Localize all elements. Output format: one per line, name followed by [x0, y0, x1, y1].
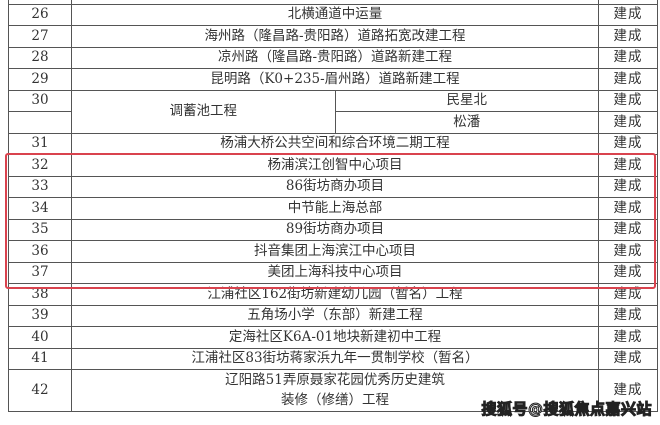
status: 建成 — [598, 89, 658, 112]
status: 建成 — [598, 283, 658, 306]
group-name: 调蓄池工程 — [71, 89, 336, 134]
project-name: 江浦社区83街坊蒋家浜九年一贯制学校（暂名） — [71, 347, 599, 370]
project-name: 松潘 — [334, 111, 599, 134]
row-number: 36 — [8, 240, 72, 263]
row-number: 41 — [8, 347, 72, 370]
row-number: 38 — [8, 283, 72, 306]
table-row: 42 辽阳路51弄原聂家花园优秀历史建筑 建成 — [8, 369, 658, 412]
table-row: 37 美团上海科技中心项目 建成 — [8, 261, 658, 284]
table-row: 40 定海社区K6A-01地块新建初中工程 建成 — [8, 326, 658, 349]
status: 建成 — [598, 369, 658, 412]
row-number: 40 — [8, 326, 72, 349]
table-row: 26 北横通道中运量 建成 — [8, 3, 658, 26]
status: 建成 — [598, 326, 658, 349]
row-number: 37 — [8, 261, 72, 284]
status: 建成 — [598, 68, 658, 91]
project-name: 杨浦滨江创智中心项目 — [71, 154, 599, 177]
row-number: 27 — [8, 25, 72, 48]
status: 建成 — [598, 175, 658, 198]
table-row: 29 昆明路（K0+235-眉州路）道路新建工程 建成 — [8, 68, 658, 91]
table-row: 41 江浦社区83街坊蒋家浜九年一贯制学校（暂名） 建成 — [8, 347, 658, 370]
status: 建成 — [598, 218, 658, 241]
row-number: 28 — [8, 46, 72, 69]
project-name: 89街坊商办项目 — [71, 218, 599, 241]
status: 建成 — [598, 46, 658, 69]
project-name: 昆明路（K0+235-眉州路）道路新建工程 — [71, 68, 599, 91]
project-name: 86街坊商办项目 — [71, 175, 599, 198]
table-row: 装修（修缮）工程 — [9, 390, 658, 412]
row-number: 33 — [8, 175, 72, 198]
project-name: 中节能上海总部 — [71, 197, 599, 220]
project-name: 杨浦大桥公共空间和综合环境二期工程 — [71, 132, 599, 155]
project-name: 江浦社区162街坊新建幼儿园（暂名）工程 — [71, 283, 599, 306]
row-number: 42 — [8, 369, 72, 412]
project-name: 抖音集团上海滨江中心项目 — [71, 240, 599, 263]
project-name: 辽阳路51弄原聂家花园优秀历史建筑 — [71, 369, 599, 391]
project-name: 定海社区K6A-01地块新建初中工程 — [71, 326, 599, 349]
project-name-cont: 装修（修缮）工程 — [71, 390, 599, 412]
status: 建成 — [598, 261, 658, 284]
table-row: 33 86街坊商办项目 建成 — [8, 175, 658, 198]
status: 建成 — [598, 304, 658, 327]
project-name: 美团上海科技中心项目 — [71, 261, 599, 284]
project-table: 26 北横通道中运量 建成 27 海州路（隆昌路-贵阳路）道路拓宽改建工程 建成… — [8, 0, 658, 412]
status: 建成 — [598, 132, 658, 155]
row-number: 39 — [8, 304, 72, 327]
table-row: 32 杨浦滨江创智中心项目 建成 — [8, 154, 658, 177]
status: 建成 — [598, 25, 658, 48]
watermark: 搜狐号@搜狐焦点嘉兴站 — [481, 400, 652, 419]
table-row: 35 89街坊商办项目 建成 — [8, 218, 658, 241]
row-number — [8, 111, 72, 134]
project-name: 海州路（隆昌路-贵阳路）道路拓宽改建工程 — [71, 25, 599, 48]
table-row: 30 调蓄池工程 民星北 建成 — [8, 89, 658, 134]
status: 建成 — [598, 154, 658, 177]
project-name: 五角场小学（东部）新建工程 — [71, 304, 599, 327]
row-number: 29 — [8, 68, 72, 91]
row-number: 35 — [8, 218, 72, 241]
row-number: 32 — [8, 154, 72, 177]
status: 建成 — [598, 3, 658, 26]
status: 建成 — [598, 240, 658, 263]
status: 建成 — [598, 347, 658, 370]
table-row: 38 江浦社区162街坊新建幼儿园（暂名）工程 建成 — [8, 283, 658, 306]
row-number: 26 — [8, 3, 72, 26]
project-name: 民星北 — [334, 89, 599, 112]
table-row: 36 抖音集团上海滨江中心项目 建成 — [8, 240, 658, 263]
row-number: 31 — [8, 132, 72, 155]
table-row: 39 五角场小学（东部）新建工程 建成 — [8, 304, 658, 327]
row-number: 34 — [8, 197, 72, 220]
table-row: 28 凉州路（隆昌路-贵阳路）道路新建工程 建成 — [8, 46, 658, 69]
status: 建成 — [598, 111, 658, 134]
table-row: 27 海州路（隆昌路-贵阳路）道路拓宽改建工程 建成 — [8, 25, 658, 48]
table-row: 34 中节能上海总部 建成 — [8, 197, 658, 220]
project-name: 北横通道中运量 — [71, 3, 599, 26]
row-number: 30 — [8, 89, 72, 112]
table-row: 31 杨浦大桥公共空间和综合环境二期工程 建成 — [8, 132, 658, 155]
status: 建成 — [598, 197, 658, 220]
project-name: 凉州路（隆昌路-贵阳路）道路新建工程 — [71, 46, 599, 69]
